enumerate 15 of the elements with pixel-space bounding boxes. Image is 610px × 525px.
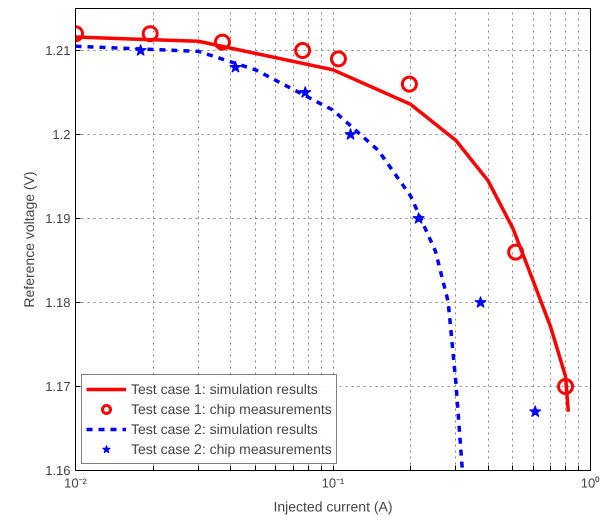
- y-axis-title: Reference voltage (V): [21, 171, 38, 308]
- y-tick-label: 1.18: [45, 295, 71, 310]
- x-tick-label: 10⁻²: [64, 476, 88, 490]
- legend-label: Test case 1: chip measurements: [131, 401, 332, 417]
- x-tick-label: 10⁰: [580, 476, 600, 490]
- legend-label: Test case 1: simulation results: [131, 381, 318, 397]
- legend-label: Test case 2: simulation results: [131, 421, 318, 437]
- y-tick-label: 1.16: [45, 463, 71, 478]
- y-tick-label: 1.2: [52, 127, 71, 142]
- x-tick-label: 10⁻¹: [322, 476, 346, 490]
- y-tick-label: 1.19: [45, 211, 71, 226]
- x-axis-title: Injected current (A): [273, 498, 393, 514]
- y-tick-label: 1.17: [45, 379, 71, 394]
- legend-label: Test case 2: chip measurements: [131, 441, 332, 457]
- y-tick-label: 1.21: [45, 43, 71, 58]
